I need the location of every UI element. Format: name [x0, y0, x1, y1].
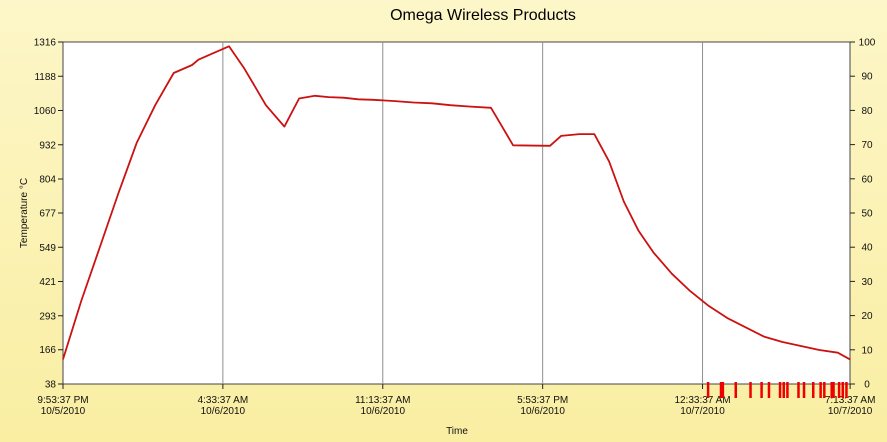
- grid-layer: [222, 42, 704, 384]
- y-tick-label: 804: [39, 175, 56, 186]
- y-tick-label: 549: [39, 243, 56, 254]
- y-tick-label: 677: [39, 209, 56, 220]
- x-tick-date: 10/5/2010: [41, 406, 86, 417]
- y-tick-label: 1060: [34, 106, 57, 117]
- plot-area: [62, 41, 851, 385]
- x-tick-date: 10/6/2010: [361, 406, 406, 417]
- x-tick-date: 10/6/2010: [201, 406, 246, 417]
- y2-tick-label: 30: [861, 277, 873, 288]
- y-tick-label: 421: [39, 277, 56, 288]
- bottom-mark: [837, 382, 841, 398]
- bottom-mark: [841, 382, 845, 398]
- y2-tick-label: 20: [861, 311, 873, 322]
- bottom-mark: [823, 382, 826, 398]
- bottom-mark: [767, 382, 771, 398]
- y2-tick-label: 90: [861, 72, 873, 83]
- y2-tick-label: 80: [861, 106, 873, 117]
- y-tick-label: 1188: [34, 72, 56, 83]
- y-tick-label: 932: [39, 140, 56, 151]
- bottom-mark: [782, 382, 785, 398]
- x-axis-label: Time: [446, 426, 468, 437]
- bottom-mark: [819, 382, 822, 398]
- y-tick-label: 1316: [34, 38, 57, 49]
- y2-tick-label: 10: [861, 345, 873, 356]
- bottom-mark: [760, 382, 763, 398]
- y2-tick-label: 100: [859, 38, 876, 49]
- y2-tick-label: 50: [861, 209, 873, 220]
- bottom-mark: [749, 382, 752, 398]
- bottom-mark: [832, 382, 835, 398]
- bottom-mark: [778, 382, 782, 398]
- bottom-mark: [734, 382, 738, 398]
- chart-title: Omega Wireless Products: [390, 7, 576, 24]
- y-axis-label: Temperature °C: [19, 178, 30, 248]
- x-tick-time: 5:53:37 PM: [517, 395, 568, 406]
- x-tick-time: 11:13:37 AM: [355, 395, 410, 406]
- x-tick-time: 9:53:37 PM: [37, 395, 88, 406]
- y2-tick-label: 60: [861, 174, 873, 185]
- y-axis-right: 0 10 20 30 40 50 60 70 80 90 100: [850, 38, 876, 391]
- y-tick-label: 166: [39, 345, 56, 356]
- bottom-mark: [845, 382, 848, 398]
- series-line-temperature: [62, 45, 851, 361]
- bottom-mark: [706, 382, 710, 398]
- y-tick-label: 293: [39, 311, 56, 322]
- bottom-mark: [811, 382, 815, 398]
- x-tick-date: 10/7/2010: [680, 406, 725, 417]
- x-tick-time: 12:33:37 AM: [674, 395, 730, 406]
- bottom-mark: [802, 382, 806, 398]
- bottom-marks: [706, 382, 848, 398]
- bottom-mark: [786, 382, 789, 398]
- bottom-mark: [719, 382, 723, 398]
- bottom-mark: [797, 382, 800, 398]
- bottom-mark: [830, 382, 833, 398]
- x-tick-date: 10/6/2010: [520, 406, 565, 417]
- x-tick-time: 7:13:37 AM: [825, 395, 876, 406]
- x-tick-time: 4:33:37 AM: [198, 395, 249, 406]
- y-axis-left: 38 166 293 421 549 677 804 932 1060 1188 1316: [34, 38, 63, 391]
- y2-tick-label: 0: [864, 380, 870, 391]
- bottom-mark: [721, 382, 725, 398]
- y-tick-label: 38: [45, 380, 57, 391]
- y2-tick-label: 40: [861, 243, 873, 254]
- y2-tick-label: 70: [861, 140, 873, 151]
- x-tick-date: 10/7/2010: [828, 406, 873, 417]
